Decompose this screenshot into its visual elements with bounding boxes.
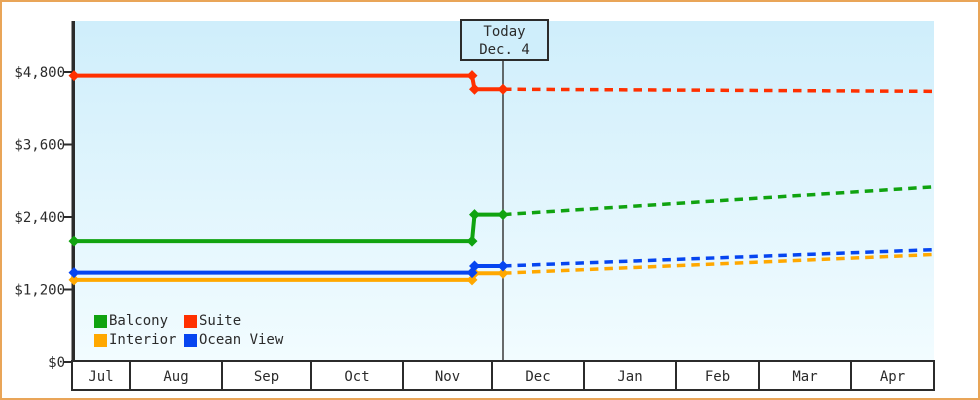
month-label: Jan xyxy=(617,369,642,385)
legend-item-ocean-view: Ocean View xyxy=(184,332,283,348)
plot-background xyxy=(74,21,934,361)
legend-item-balcony: Balcony xyxy=(94,313,184,329)
y-axis-line xyxy=(71,21,75,363)
series-interior-marker xyxy=(497,267,509,279)
series-interior-marker xyxy=(68,274,80,286)
legend-label: Suite xyxy=(199,313,242,329)
series-ocean-view-marker xyxy=(68,267,80,279)
month-label: Apr xyxy=(880,369,905,385)
y-tick-label: $2,400 xyxy=(14,210,65,226)
legend-swatch xyxy=(184,333,197,347)
series-ocean-view-marker xyxy=(469,260,480,272)
series-suite-marker xyxy=(466,70,478,82)
legend: Balcony Suite Interior Ocean View xyxy=(94,313,283,348)
series-suite-marker xyxy=(497,83,509,95)
series-suite-history-line xyxy=(74,73,503,92)
y-tick-label: $0 xyxy=(48,355,65,371)
legend-label: Balcony xyxy=(109,313,169,329)
y-tick-label: $1,200 xyxy=(14,283,65,299)
month-label: Aug xyxy=(163,369,188,385)
month-axis-row xyxy=(71,360,935,391)
legend-swatch xyxy=(94,333,107,347)
today-annotation: Today Dec. 4 xyxy=(460,19,549,61)
legend-swatch xyxy=(184,314,197,328)
series-suite-marker xyxy=(469,83,480,95)
series-ocean-view-marker xyxy=(497,260,509,272)
series-balcony-marker xyxy=(469,209,480,221)
series-balcony-history-line xyxy=(74,212,503,244)
month-label: Jul xyxy=(88,369,113,385)
month-label: Dec xyxy=(525,369,550,385)
legend-label: Interior xyxy=(109,332,177,348)
legend-item-suite: Suite xyxy=(184,313,283,329)
month-label: Nov xyxy=(435,369,460,385)
series-balcony-marker xyxy=(68,235,80,247)
month-label: Mar xyxy=(792,369,817,385)
y-tick-label: $4,800 xyxy=(14,65,65,81)
legend-label: Ocean View xyxy=(199,332,284,348)
y-tick-label: $3,600 xyxy=(14,138,65,154)
legend-swatch xyxy=(94,314,107,328)
series-balcony-marker xyxy=(466,235,478,247)
series-suite-marker xyxy=(68,70,80,82)
month-label: Feb xyxy=(705,369,730,385)
today-label-line1: Today xyxy=(483,24,526,40)
month-label: Oct xyxy=(344,369,369,385)
today-label-line2: Dec. 4 xyxy=(479,42,530,58)
month-label: Sep xyxy=(254,369,279,385)
series-balcony-marker xyxy=(497,209,509,221)
legend-item-interior: Interior xyxy=(94,332,184,348)
